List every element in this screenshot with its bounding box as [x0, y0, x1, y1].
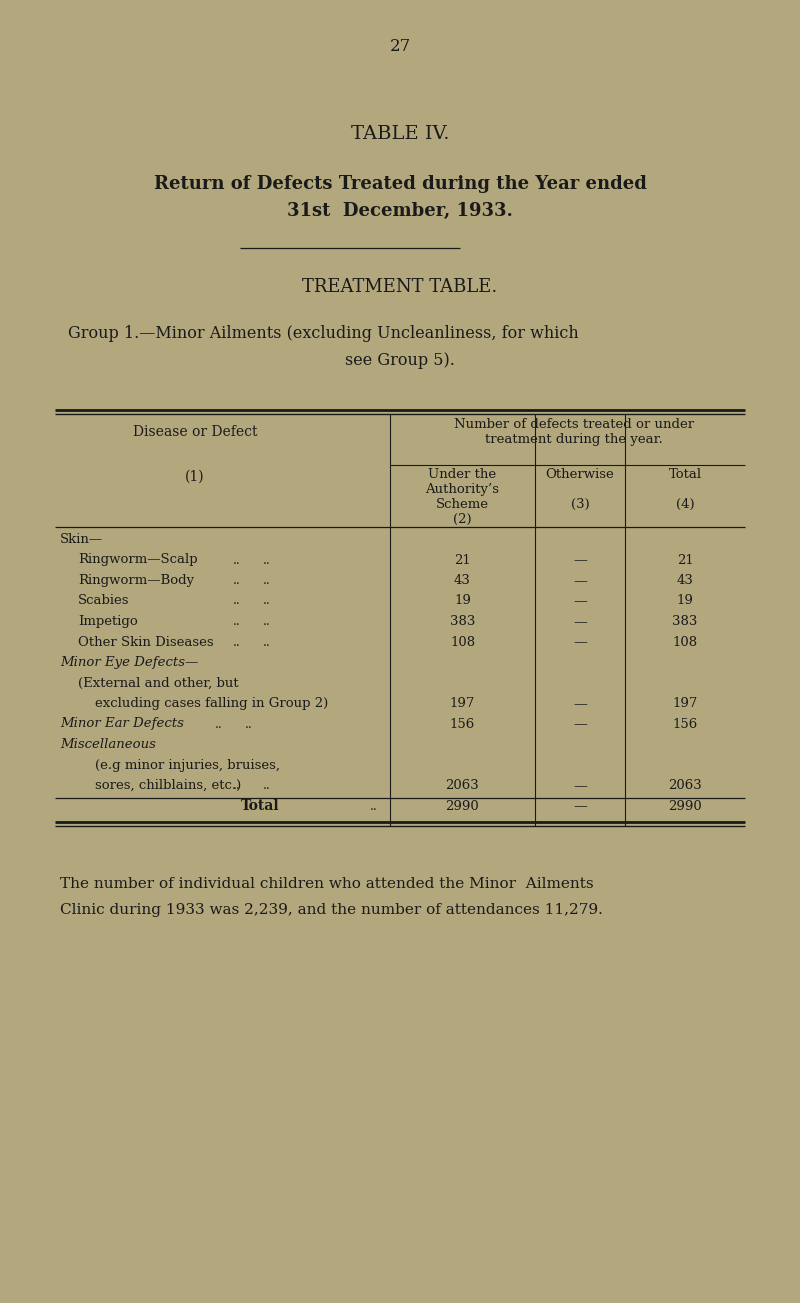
Text: ..: .. [233, 636, 241, 649]
Text: (e.g minor injuries, bruises,: (e.g minor injuries, bruises, [78, 758, 280, 771]
Text: —: — [573, 636, 587, 649]
Text: Total: Total [241, 800, 279, 813]
Text: —: — [573, 779, 587, 794]
Text: excluding cases falling in Group 2): excluding cases falling in Group 2) [78, 697, 328, 710]
Text: —: — [573, 800, 587, 813]
Text: —: — [573, 575, 587, 588]
Text: 2990: 2990 [446, 800, 479, 813]
Text: —: — [573, 718, 587, 731]
Text: (External and other, but: (External and other, but [78, 676, 238, 689]
Text: Under the
Authority’s
Scheme
(2): Under the Authority’s Scheme (2) [426, 468, 499, 526]
Text: Number of defects treated or under
treatment during the year.: Number of defects treated or under treat… [454, 418, 694, 446]
Text: Return of Defects Treated during the Year ended: Return of Defects Treated during the Yea… [154, 175, 646, 193]
Text: ..: .. [263, 615, 270, 628]
Text: 2990: 2990 [668, 800, 702, 813]
Text: ..: .. [263, 636, 270, 649]
Text: Miscellaneous: Miscellaneous [60, 737, 156, 751]
Text: 156: 156 [450, 718, 475, 731]
Text: 43: 43 [677, 575, 694, 586]
Text: 27: 27 [390, 38, 410, 55]
Text: The number of individual children who attended the Minor  Ailments: The number of individual children who at… [60, 877, 594, 891]
Text: Minor Ear Defects: Minor Ear Defects [60, 718, 184, 731]
Text: —: — [573, 697, 587, 711]
Text: Scabies: Scabies [78, 594, 130, 607]
Text: ..: .. [233, 594, 241, 607]
Text: 19: 19 [454, 594, 471, 607]
Text: Group 1.—Minor Ailments (excluding Uncleanliness, for which: Group 1.—Minor Ailments (excluding Uncle… [68, 324, 578, 341]
Text: 2063: 2063 [668, 779, 702, 792]
Text: 383: 383 [450, 615, 475, 628]
Text: ..: .. [263, 779, 270, 792]
Text: Total

(4): Total (4) [669, 468, 702, 511]
Text: Impetigo: Impetigo [78, 615, 138, 628]
Text: Other Skin Diseases: Other Skin Diseases [78, 636, 214, 649]
Text: Ringworm—Body: Ringworm—Body [78, 575, 194, 586]
Text: Otherwise

(3): Otherwise (3) [546, 468, 614, 511]
Text: Clinic during 1933 was 2,239, and the number of attendances 11,279.: Clinic during 1933 was 2,239, and the nu… [60, 903, 603, 917]
Text: ..: .. [233, 779, 241, 792]
Text: Skin—: Skin— [60, 533, 103, 546]
Text: ..: .. [233, 575, 241, 586]
Text: 383: 383 [672, 615, 698, 628]
Text: 108: 108 [450, 636, 475, 649]
Text: ..: .. [215, 718, 222, 731]
Text: 156: 156 [672, 718, 698, 731]
Text: TREATMENT TABLE.: TREATMENT TABLE. [302, 278, 498, 296]
Text: ..: .. [245, 718, 253, 731]
Text: ..: .. [263, 594, 270, 607]
Text: 21: 21 [454, 554, 471, 567]
Text: 43: 43 [454, 575, 471, 586]
Text: ..: .. [263, 575, 270, 586]
Text: —: — [573, 554, 587, 568]
Text: (1): (1) [185, 470, 205, 483]
Text: 197: 197 [672, 697, 698, 710]
Text: ..: .. [263, 554, 270, 567]
Text: Ringworm—Scalp: Ringworm—Scalp [78, 554, 198, 567]
Text: see Group 5).: see Group 5). [345, 352, 455, 369]
Text: 31st  December, 1933.: 31st December, 1933. [287, 202, 513, 220]
Text: sores, chilblains, etc.): sores, chilblains, etc.) [78, 779, 242, 792]
Text: Minor Eye Defects—: Minor Eye Defects— [60, 655, 198, 668]
Text: 108: 108 [673, 636, 698, 649]
Text: —: — [573, 615, 587, 629]
Text: Disease or Defect: Disease or Defect [133, 425, 258, 439]
Text: TABLE IV.: TABLE IV. [350, 125, 450, 143]
Text: 197: 197 [450, 697, 475, 710]
Text: ..: .. [233, 615, 241, 628]
Text: —: — [573, 594, 587, 609]
Text: 19: 19 [677, 594, 694, 607]
Text: 2063: 2063 [446, 779, 479, 792]
Text: 21: 21 [677, 554, 694, 567]
Text: ..: .. [233, 554, 241, 567]
Text: ..: .. [370, 800, 378, 813]
